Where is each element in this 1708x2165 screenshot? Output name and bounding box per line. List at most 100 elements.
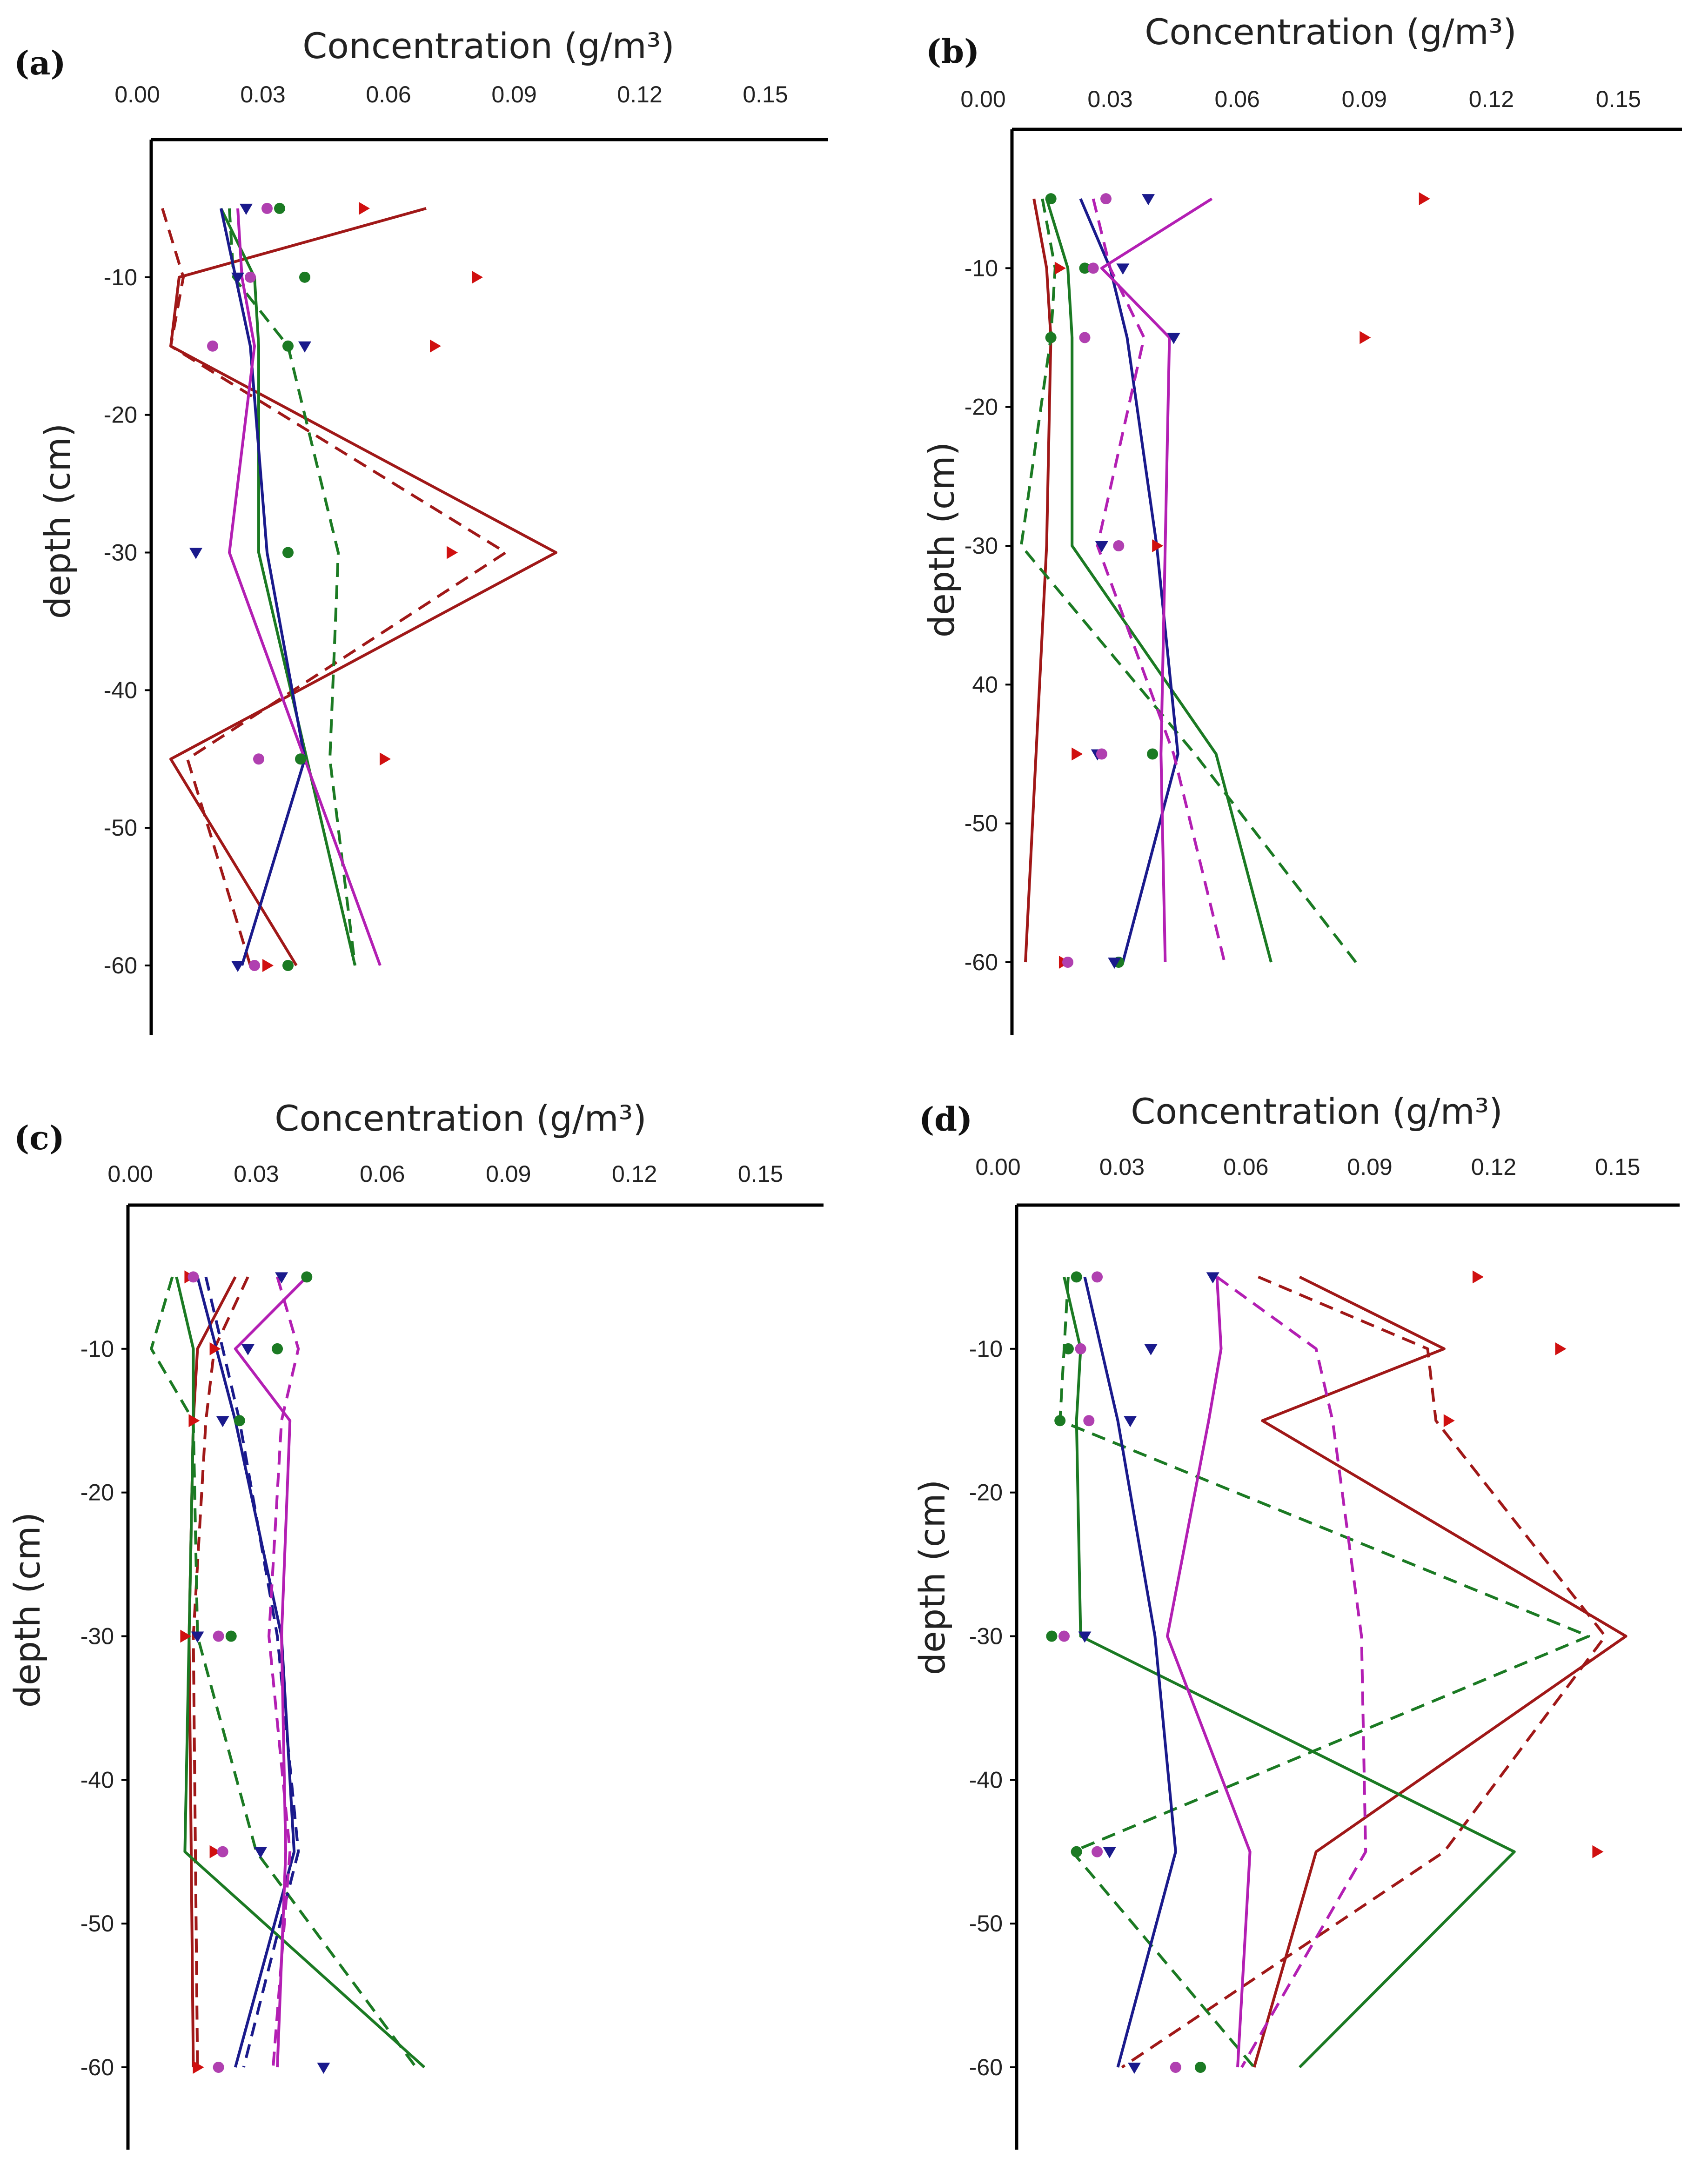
data-point-triangle-down: [275, 1272, 288, 1284]
data-point-circle: [1075, 1343, 1086, 1354]
series-line-red-dashed: [161, 208, 507, 966]
data-point-circle: [1062, 1343, 1074, 1354]
data-point-circle: [295, 753, 306, 765]
data-point-circle: [1046, 1630, 1058, 1642]
data-point-triangle-down: [1095, 541, 1108, 552]
y-tick-label: -20: [80, 1480, 114, 1506]
data-point-circle: [1100, 193, 1112, 205]
series-line-magenta-dashed: [1216, 1275, 1367, 2068]
panel-label: (a): [14, 44, 66, 82]
data-point-triangle-right: [1472, 1270, 1484, 1284]
data-point-circle: [1147, 748, 1159, 760]
x-tick-label: 0.03: [1087, 86, 1132, 112]
y-tick-label: -50: [80, 1910, 114, 1937]
chart-title: Concentration (g/m³): [275, 1098, 646, 1139]
data-point-circle: [217, 1846, 228, 1857]
data-point-triangle-right: [262, 959, 274, 972]
x-tick-label: 0.03: [1099, 1154, 1145, 1180]
y-tick-label: -60: [104, 952, 137, 979]
plot-area: 0.00 0.03 0.06 0.09 0.12 0.15 -10 -20 -30 -40 -50 -…: [969, 1154, 1680, 2150]
x-tick-label: 0.15: [738, 1161, 783, 1187]
data-point-circle: [1092, 1271, 1103, 1283]
y-tick-label: -50: [969, 1910, 1003, 1937]
data-point-circle: [1087, 262, 1099, 274]
data-point-circle: [249, 960, 260, 971]
x-tick-label: 0.12: [1469, 86, 1514, 112]
data-point-triangle-right: [472, 270, 483, 284]
data-point-circle: [1079, 332, 1091, 343]
y-tick-label: -50: [104, 815, 137, 841]
x-tick-label: 0.06: [1215, 86, 1260, 112]
data-point-circle: [1071, 1846, 1082, 1857]
y-tick-label: -30: [969, 1623, 1003, 1649]
data-point-triangle-right: [1555, 1342, 1567, 1355]
series-line-blue-solid: [1079, 198, 1179, 963]
data-point-circle: [1045, 332, 1057, 343]
y-tick-label: -10: [80, 1336, 114, 1362]
y-tick-label: -60: [965, 949, 998, 975]
x-tick-label: 0.12: [1471, 1154, 1516, 1180]
data-point-triangle-down: [1078, 1631, 1092, 1643]
data-point-circle: [253, 753, 264, 765]
data-point-circle: [213, 2062, 224, 2073]
data-point-circle: [213, 1630, 224, 1642]
panel-a: (a) Concentration (g/m³) depth (cm) 0.00…: [14, 25, 828, 1035]
data-point-triangle-right: [209, 1845, 221, 1858]
y-axis-title: depth (cm): [911, 1480, 953, 1676]
data-point-triangle-down: [317, 2063, 330, 2074]
data-point-triangle-right: [430, 339, 441, 353]
panel-label: (d): [919, 1100, 972, 1139]
x-tick-label: 0.12: [617, 81, 662, 107]
data-point-triangle-right: [1152, 539, 1164, 552]
data-point-circle: [1058, 1630, 1070, 1642]
y-axis-title: depth (cm): [7, 1512, 48, 1708]
data-point-triangle-down: [189, 548, 202, 559]
data-point-circle: [1062, 957, 1074, 968]
x-tick-label: 0.00: [114, 81, 160, 107]
y-tick-label: -10: [965, 255, 998, 281]
y-tick-label: -50: [965, 811, 998, 837]
data-point-circle: [282, 960, 294, 971]
data-point-triangle-right: [447, 546, 458, 559]
data-point-triangle-right: [180, 1629, 192, 1643]
data-point-circle: [1054, 1415, 1066, 1427]
data-point-circle: [1195, 2062, 1206, 2073]
series-line-green-solid: [175, 1276, 426, 2069]
data-point-circle: [299, 271, 310, 283]
x-tick-label: 0.09: [1347, 1154, 1392, 1180]
data-point-circle: [234, 1415, 245, 1427]
y-tick-label: -40: [80, 1767, 114, 1793]
data-point-triangle-down: [231, 961, 244, 972]
panel-label: (b): [926, 32, 979, 71]
data-point-circle: [1096, 748, 1107, 760]
data-point-circle: [282, 340, 294, 352]
data-point-triangle-down: [1124, 1416, 1137, 1428]
data-point-triangle-down: [298, 341, 311, 353]
data-point-triangle-down: [1144, 1344, 1158, 1355]
plot-area: 0.00 0.03 0.06 0.09 0.12 0.15 -10 -20 -30 -40 -50 -…: [104, 81, 828, 1035]
data-point-triangle-down: [1167, 333, 1180, 344]
series-line-magenta-dashed: [1092, 198, 1226, 963]
x-tick-label: 0.06: [360, 1161, 405, 1187]
panel-c: (c) Concentration (g/m³) depth (cm) 0.00…: [7, 1098, 824, 2150]
x-tick-label: 0.15: [743, 81, 788, 107]
panel-d: (d) Concentration (g/m³) depth (cm) 0.00…: [911, 1091, 1680, 2150]
data-point-triangle-down: [216, 1416, 229, 1428]
data-point-circle: [261, 202, 273, 214]
data-point-triangle-down: [191, 1631, 204, 1643]
y-tick-label: -20: [104, 402, 137, 428]
series-line-green-dashed: [1058, 1277, 1590, 2068]
x-tick-label: 0.12: [612, 1161, 657, 1187]
x-tick-label: 0.06: [366, 81, 411, 107]
data-point-triangle-down: [1206, 1272, 1219, 1284]
data-point-triangle-right: [359, 201, 370, 215]
data-point-triangle-right: [380, 752, 391, 766]
data-point-triangle-right: [1592, 1845, 1604, 1858]
panel-label: (c): [14, 1119, 65, 1157]
data-point-triangle-down: [1128, 2063, 1141, 2074]
data-point-triangle-down: [241, 1344, 255, 1355]
panel-b: (b) Concentration (g/m³) depth (cm) 0.00…: [921, 11, 1682, 1035]
data-point-circle: [245, 271, 256, 283]
data-point-circle: [274, 202, 285, 214]
